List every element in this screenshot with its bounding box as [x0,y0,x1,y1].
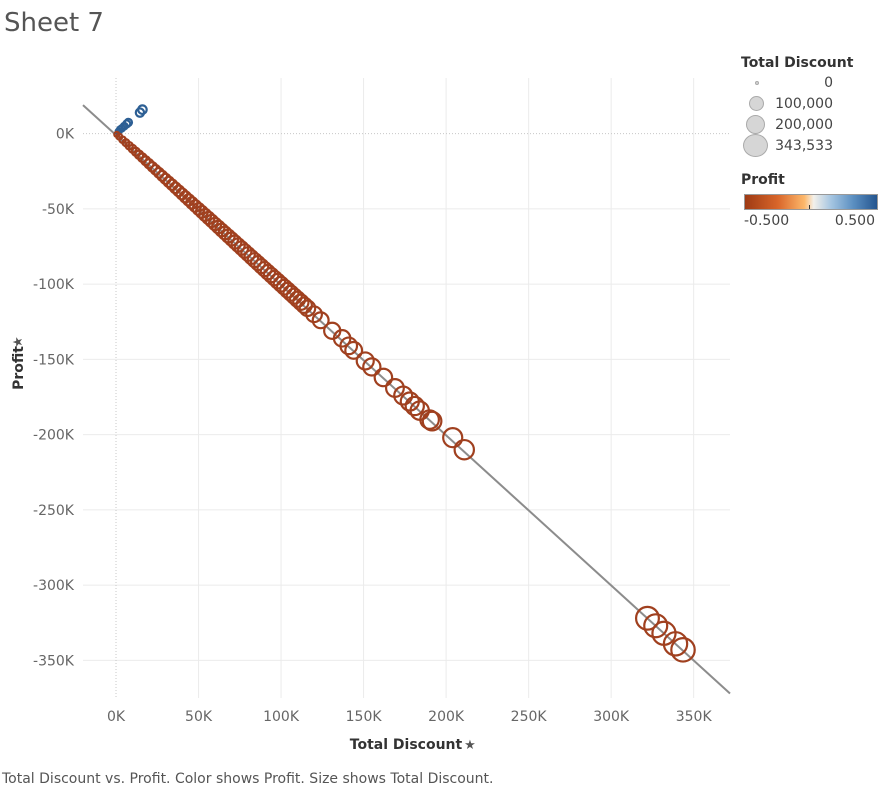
data-point [311,311,330,330]
size-swatch-icon [746,115,765,134]
data-point [662,631,689,657]
x-tick-label: 250K [511,709,548,725]
size-legend-label: 343,533 [775,138,833,154]
x-tick-label: 0K [107,709,126,725]
color-ramp [744,194,878,210]
data-point [362,357,382,377]
data-point [643,613,669,639]
data-point [153,166,165,179]
size-swatch-icon [743,134,768,157]
data-point [295,296,313,315]
ramp-center-tick [809,205,810,209]
data-point [419,409,440,430]
pin-icon: ★ [11,336,26,348]
pin-icon: ★ [464,738,476,753]
data-point [634,605,660,631]
y-tick-label: -200K [33,428,75,444]
y-tick-label: 0K [56,127,75,143]
data-point [404,395,425,417]
size-swatch-icon [755,81,759,85]
size-legend-item: 0 [741,73,861,95]
data-point [453,438,476,461]
y-tick-label: -50K [42,202,75,218]
x-tick-label: 200K [428,709,465,725]
color-legend-title: Profit [741,172,785,188]
color-legend-min: -0.500 [744,213,790,229]
size-legend-title: Total Discount [741,55,854,71]
data-point [442,427,464,449]
y-tick-label: -300K [33,578,75,594]
x-tick-label: 150K [346,709,383,725]
size-legend-item: 100,000 [741,94,861,116]
size-legend-label: 200,000 [775,117,833,133]
point-layer [113,104,696,663]
x-axis-title: Total Discount [350,737,463,753]
data-point [149,163,162,176]
y-tick-label: -150K [33,352,75,368]
data-point [137,104,148,115]
x-tick-label: 300K [593,709,630,725]
data-point [670,637,696,663]
size-legend-item: 343,533 [741,134,861,158]
data-point [373,367,394,388]
axis-layer [83,78,730,698]
x-tick-label: 50K [185,709,213,725]
data-point [122,119,132,129]
size-legend-item: 200,000 [741,115,861,137]
size-legend-label: 0 [824,75,833,91]
data-point [156,169,169,182]
data-point [339,336,359,356]
y-tick-label: -250K [33,503,75,519]
sheet-title: Sheet 7 [4,8,104,38]
caption: Total Discount vs. Profit. Color shows P… [2,771,494,787]
size-swatch-icon [749,96,764,111]
data-point [355,351,375,371]
data-point [393,385,414,406]
y-axis-title: Profit [11,346,27,390]
y-tick-label: -100K [33,277,75,293]
data-point [344,340,364,360]
y-tick-label: -350K [33,653,75,669]
data-point [421,410,443,432]
color-legend-max: 0.500 [834,213,875,229]
x-tick-label: 100K [263,709,300,725]
data-point [146,161,159,173]
x-tick-label: 350K [676,709,713,725]
data-point [123,117,134,128]
size-legend-label: 100,000 [775,96,833,112]
axis-label-layer: 0K 50K 100K 150K 200K 250K 300K 350K 0K -50K -100K… [11,127,712,753]
